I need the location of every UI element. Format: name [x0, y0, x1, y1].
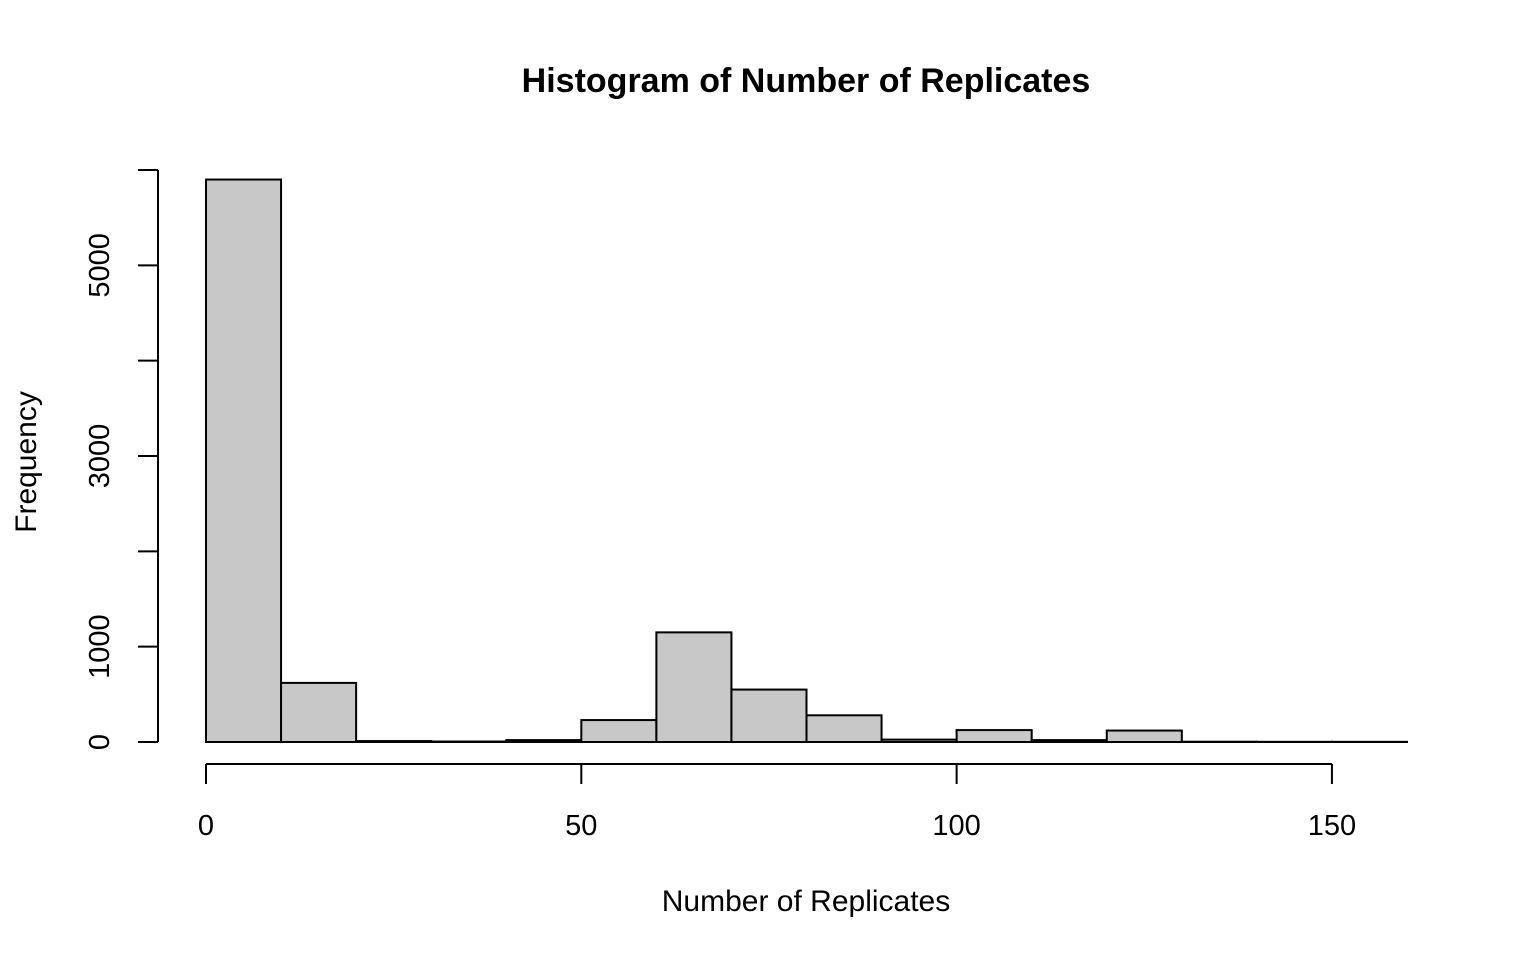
histogram-bar-7 [730, 688, 808, 743]
x-tick-label-0: 0 [198, 810, 214, 842]
x-tick-label-50: 50 [565, 810, 597, 842]
y-tick-label-5000: 5000 [84, 233, 116, 298]
y-axis-label: Frequency [10, 391, 43, 533]
y-tick-label-3000: 3000 [84, 424, 116, 489]
histogram-bar-6 [655, 631, 733, 743]
histogram-bar-10 [955, 729, 1033, 743]
x-axis-label: Number of Replicates [662, 885, 950, 918]
histogram-bar-5 [580, 719, 658, 743]
histogram-bar-1 [280, 681, 358, 743]
histogram-bar-12 [1105, 729, 1183, 743]
histogram-bar-8 [805, 714, 883, 743]
x-tick-label-150: 150 [1308, 810, 1356, 842]
y-tick-label-1000: 1000 [84, 614, 116, 679]
y-tick-label-0: 0 [84, 734, 116, 750]
bars-group [205, 178, 1408, 744]
x-axis: 0 50 100 150 [198, 763, 1356, 842]
y-axis: 0 1000 3000 5000 [84, 169, 159, 750]
x-tick-label-100: 100 [932, 810, 980, 842]
histogram-bar-0 [205, 178, 283, 744]
chart-title: Histogram of Number of Replicates [522, 62, 1091, 100]
